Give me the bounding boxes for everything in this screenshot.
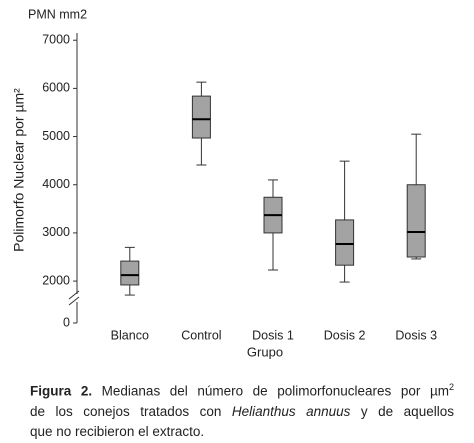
box [335,219,355,266]
caption: Figura 2. Medianas del número de polimor… [30,377,454,442]
caption-line: Figura 2. Medianas del número de polimor… [30,377,454,402]
box [120,260,140,286]
y-tick-label: 5000 [42,129,70,143]
caption-sup: 2 [448,382,454,392]
box [191,95,211,139]
y-tick-label: 2000 [42,273,70,287]
caption-line: de los conejos tratados con Helianthus a… [30,402,454,422]
box [406,184,426,258]
axis-break [68,290,80,300]
unit-label: PMN mm2 [28,7,87,21]
y-tick-label: 7000 [42,33,70,47]
caption-species: Helianthus annuus [231,403,351,419]
x-tick-label: Dosis 1 [252,328,294,342]
caption-text: y de aquellos [360,403,454,419]
x-tick-label: Dosis 2 [324,328,366,342]
x-tick-label: Blanco [111,328,149,342]
chart: PMN mm2 Polimorfo Nuclear por µm² Grupo … [11,7,437,359]
y-tick-label: 3000 [42,225,70,239]
y-tick-label: 6000 [42,81,70,95]
y-tick-label: 4000 [42,177,70,191]
caption-text: de los conejos tratados con [30,403,222,419]
x-tick-label: Dosis 3 [395,328,437,342]
caption-text: que no recibieron el extracto. [30,423,205,439]
caption-line: que no recibieron el extracto. [30,422,454,442]
caption-label: Figura 2. [30,383,93,399]
x-axis-title: Grupo [247,344,283,359]
x-tick-label: Control [181,328,221,342]
y-tick-label: 0 [63,315,70,329]
axis-break [68,296,80,306]
caption-text: Medianas del número de polimorfonucleare… [101,383,449,399]
y-axis-title: Polimorfo Nuclear por µm² [11,88,27,252]
